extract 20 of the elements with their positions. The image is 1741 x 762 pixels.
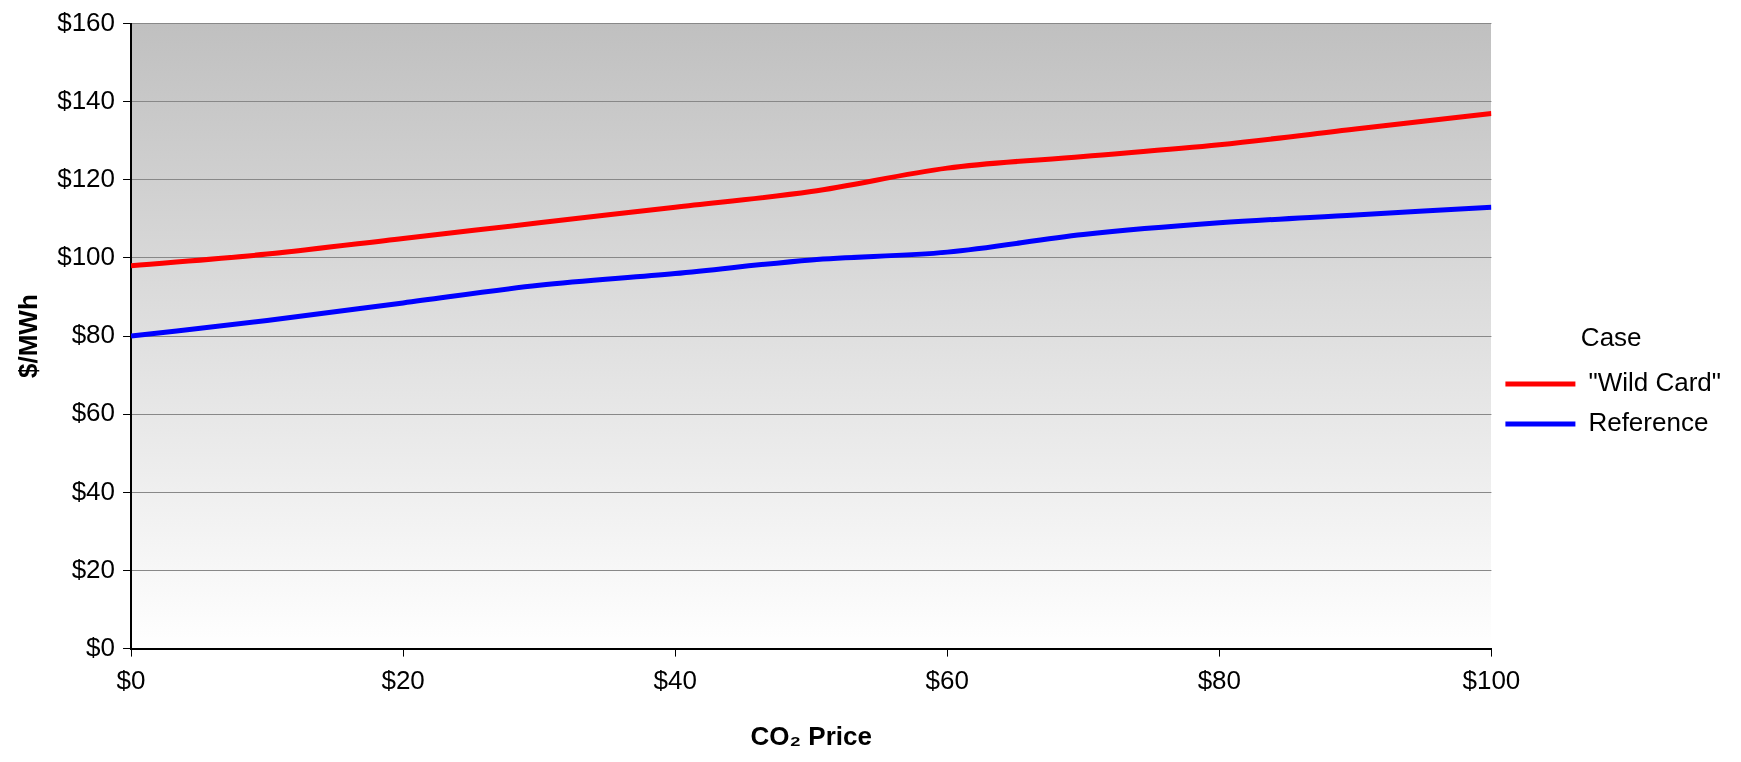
x-tick-label: $40 (653, 665, 697, 696)
y-tick-label: $160 (57, 6, 116, 37)
y-axis-title: $/MWh (12, 294, 43, 378)
y-tick-label: $80 (71, 319, 116, 350)
legend-label: "Wild Card" (1588, 367, 1721, 398)
y-tick-label: $20 (71, 553, 116, 584)
x-tick-label: $100 (1462, 665, 1521, 696)
x-tick-label: $20 (381, 665, 425, 696)
y-tick-label: $40 (71, 475, 116, 506)
y-tick-label: $0 (86, 631, 116, 662)
legend-label: Reference (1588, 407, 1709, 438)
y-tick-label: $100 (57, 241, 116, 272)
y-tick-label: $140 (57, 84, 116, 115)
y-tick-label: $120 (57, 163, 116, 194)
x-tick-label: $0 (116, 665, 146, 696)
y-tick-label: $60 (71, 397, 116, 428)
legend-title: Case (1580, 322, 1642, 353)
x-tick-label: $80 (1197, 665, 1242, 696)
x-axis-title: CO₂ Price (750, 720, 872, 751)
x-tick-label: $60 (925, 665, 969, 696)
